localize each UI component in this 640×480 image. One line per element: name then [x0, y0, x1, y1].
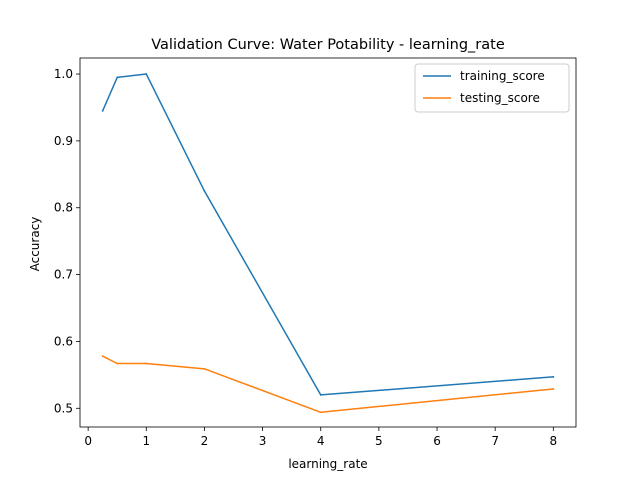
data-point-training_score-2	[145, 73, 148, 75]
x-tick-label-0: 0	[84, 434, 92, 448]
legend-box	[414, 63, 570, 113]
data-point-testing_score-3	[203, 367, 206, 370]
series-line-testing_score	[101, 355, 555, 414]
data-point-training_score-1	[116, 76, 119, 79]
data-point-testing_score-1	[116, 362, 119, 365]
data-point-training_score-5	[552, 375, 555, 378]
data-point-testing_score-5	[552, 387, 555, 390]
x-axis-label: learning_rate	[288, 457, 367, 471]
legend-label-testing_score: testing_score	[460, 91, 540, 105]
data-point-testing_score-0	[101, 355, 104, 358]
x-tick-label-5: 5	[375, 434, 383, 448]
data-point-testing_score-2	[145, 362, 148, 365]
x-tick-label-1: 1	[142, 434, 150, 448]
x-tick-label-4: 4	[317, 434, 325, 448]
x-tick-label-2: 2	[201, 434, 209, 448]
y-tick-label-2: 0.7	[54, 268, 73, 282]
y-tick-label-0: 0.5	[54, 401, 73, 415]
axes-frame	[79, 57, 577, 428]
y-tick-label-5: 1.0	[54, 67, 73, 81]
data-point-training_score-0	[101, 109, 104, 112]
x-tick-label-7: 7	[491, 434, 499, 448]
data-point-training_score-3	[203, 190, 206, 192]
legend-label-training_score: training_score	[460, 69, 545, 83]
data-point-training_score-4	[319, 394, 322, 396]
series-line-training_score	[101, 73, 555, 396]
y-axis-label: Accuracy	[28, 217, 42, 272]
y-tick-label-3: 0.8	[54, 201, 73, 215]
x-tick-label-6: 6	[433, 434, 441, 448]
x-tick-label-3: 3	[259, 434, 267, 448]
y-tick-label-4: 0.9	[54, 134, 73, 148]
plot-area: 0 1 2 3 4 5 6 7 8 0.5 0.6 0.7 0.8 0.9 1.0 training_scor…	[54, 57, 577, 448]
data-point-testing_score-4	[319, 411, 322, 414]
x-tick-label-8: 8	[550, 434, 558, 448]
chart-title: Validation Curve: Water Potability - lea…	[151, 37, 505, 53]
y-tick-label-1: 0.6	[54, 334, 73, 348]
